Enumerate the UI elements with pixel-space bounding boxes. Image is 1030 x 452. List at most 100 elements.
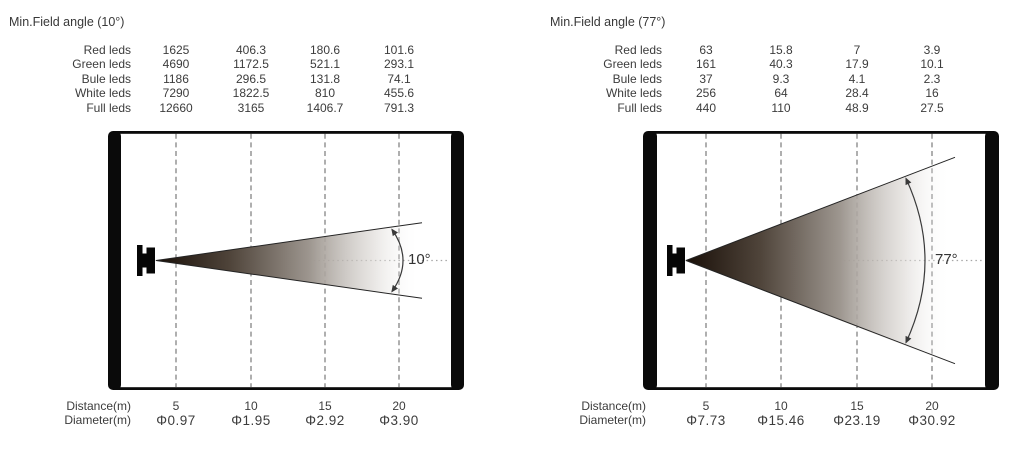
lux-value: 2.3	[923, 71, 941, 86]
lux-value: 406.3	[235, 42, 267, 57]
lux-value: 16	[925, 86, 939, 101]
lux-value: 1406.7	[306, 100, 344, 115]
lux-value: 293.1	[383, 57, 415, 72]
lux-value: 3165	[237, 100, 265, 115]
lux-value: 15.8	[769, 42, 793, 57]
table-row: Bule leds 37 9.3 4.1 2.3	[515, 72, 1030, 87]
lux-value: 791.3	[383, 100, 415, 115]
beam-cone	[685, 156, 956, 365]
lux-value: 810	[314, 86, 336, 101]
lux-value: 256	[695, 86, 717, 101]
beam-cone	[155, 222, 423, 299]
lux-value: 37	[699, 71, 713, 86]
diameter-row-label: Diameter(m)	[64, 412, 131, 427]
table-row: Bule leds 1186 296.5 131.8 74.1	[0, 72, 515, 87]
lux-value: 9.3	[772, 71, 790, 86]
lux-value: 64	[774, 86, 788, 101]
lux-value: 1625	[162, 42, 190, 57]
beam-angle-arc	[391, 228, 404, 293]
lux-value: 40.3	[769, 57, 793, 72]
lux-value: 12660	[159, 100, 193, 115]
distance-row-label: Distance(m)	[66, 398, 131, 413]
row-label: Bule leds	[612, 71, 662, 86]
panel-77deg: Min.Field angle (77°) Red leds 63 15.8 7…	[515, 0, 1030, 452]
table-row: Red leds 1625 406.3 180.6 101.6	[0, 43, 515, 58]
distance-value: 20	[925, 398, 939, 413]
distance-value: 10	[244, 398, 258, 413]
table-row: White leds 7290 1822.5 810 455.6	[0, 86, 515, 101]
lux-value: 180.6	[309, 42, 341, 57]
distance-value: 15	[318, 398, 332, 413]
lux-value: 131.8	[309, 71, 341, 86]
panel-10deg: Min.Field angle (10°) Red leds 1625 406.…	[0, 15, 515, 430]
distance-value: 5	[172, 398, 180, 413]
distance-row: Distance(m) 5 10 15 20	[515, 399, 1030, 413]
lux-value: 521.1	[309, 57, 341, 72]
row-label: Green leds	[72, 57, 131, 72]
lux-value: 48.9	[845, 100, 869, 115]
lux-value: 4.1	[848, 71, 866, 86]
distance-value: 20	[392, 398, 406, 413]
table-row: Green leds 161 40.3 17.9 10.1	[515, 57, 1030, 72]
lux-value: 7	[853, 42, 861, 57]
beam-diagram-77deg	[643, 131, 999, 390]
row-label: Green leds	[603, 57, 662, 72]
diameter-value: Φ7.73	[686, 412, 726, 428]
diagram-frame	[108, 131, 464, 390]
lux-value: 296.5	[235, 71, 267, 86]
lux-value: 3.9	[923, 42, 941, 57]
table-row: White leds 256 64 28.4 16	[515, 86, 1030, 101]
diameter-value: Φ30.92	[908, 412, 956, 428]
beam-angle-label: 10°	[408, 251, 431, 268]
row-label: White leds	[74, 86, 131, 101]
beam-angle-arc	[905, 177, 926, 344]
diameter-row: Diameter(m) Φ7.73 Φ15.46 Φ23.19 Φ30.92	[515, 413, 1030, 430]
lux-value: 101.6	[383, 42, 415, 57]
diameter-value: Φ0.97	[156, 412, 196, 428]
lux-value: 10.1	[920, 57, 944, 72]
lux-value: 4690	[162, 57, 190, 72]
row-label: Red leds	[83, 42, 131, 57]
lux-value: 27.5	[920, 100, 944, 115]
lux-value: 161	[695, 57, 717, 72]
panel-title: Min.Field angle (10°)	[9, 15, 125, 29]
lux-value: 28.4	[845, 86, 869, 101]
distance-value: 15	[850, 398, 864, 413]
diameter-value: Φ1.95	[231, 412, 271, 428]
lux-value: 455.6	[383, 86, 415, 101]
row-label: Red leds	[614, 42, 662, 57]
fixture-icon	[137, 245, 155, 276]
row-label: Full leds	[617, 100, 662, 115]
table-row: Full leds 12660 3165 1406.7 791.3	[0, 101, 515, 116]
distance-row-label: Distance(m)	[581, 398, 646, 413]
lux-value: 17.9	[845, 57, 869, 72]
lux-value: 63	[699, 42, 713, 57]
diameter-row: Diameter(m) Φ0.97 Φ1.95 Φ2.92 Φ3.90	[0, 413, 515, 430]
lux-value: 7290	[162, 86, 190, 101]
lux-value: 1172.5	[233, 57, 269, 72]
distance-value: 5	[702, 398, 710, 413]
table-row: Green leds 4690 1172.5 521.1 293.1	[0, 57, 515, 72]
diameter-value: Φ15.46	[757, 412, 805, 428]
lux-value: 440	[695, 100, 717, 115]
beam-diagram-10deg	[108, 131, 464, 390]
lux-value: 110	[771, 100, 791, 115]
beam-angle-label: 77°	[935, 251, 958, 268]
diameter-value: Φ3.90	[379, 412, 419, 428]
distance-gridlines	[175, 133, 400, 387]
diameter-value: Φ2.92	[305, 412, 345, 428]
lux-value: 1186	[163, 71, 189, 86]
distance-row: Distance(m) 5 10 15 20	[0, 399, 515, 413]
lux-value: 1822.5	[232, 86, 270, 101]
row-label: Full leds	[86, 100, 131, 115]
row-label: White leds	[605, 86, 662, 101]
table-row: Red leds 63 15.8 7 3.9	[515, 43, 1030, 58]
diameter-value: Φ23.19	[833, 412, 881, 428]
diameter-row-label: Diameter(m)	[579, 412, 646, 427]
row-label: Bule leds	[81, 71, 131, 86]
lux-value: 74.1	[387, 71, 411, 86]
diagram-frame	[643, 131, 999, 390]
panel-title: Min.Field angle (77°)	[550, 15, 666, 29]
fixture-icon	[667, 245, 685, 276]
